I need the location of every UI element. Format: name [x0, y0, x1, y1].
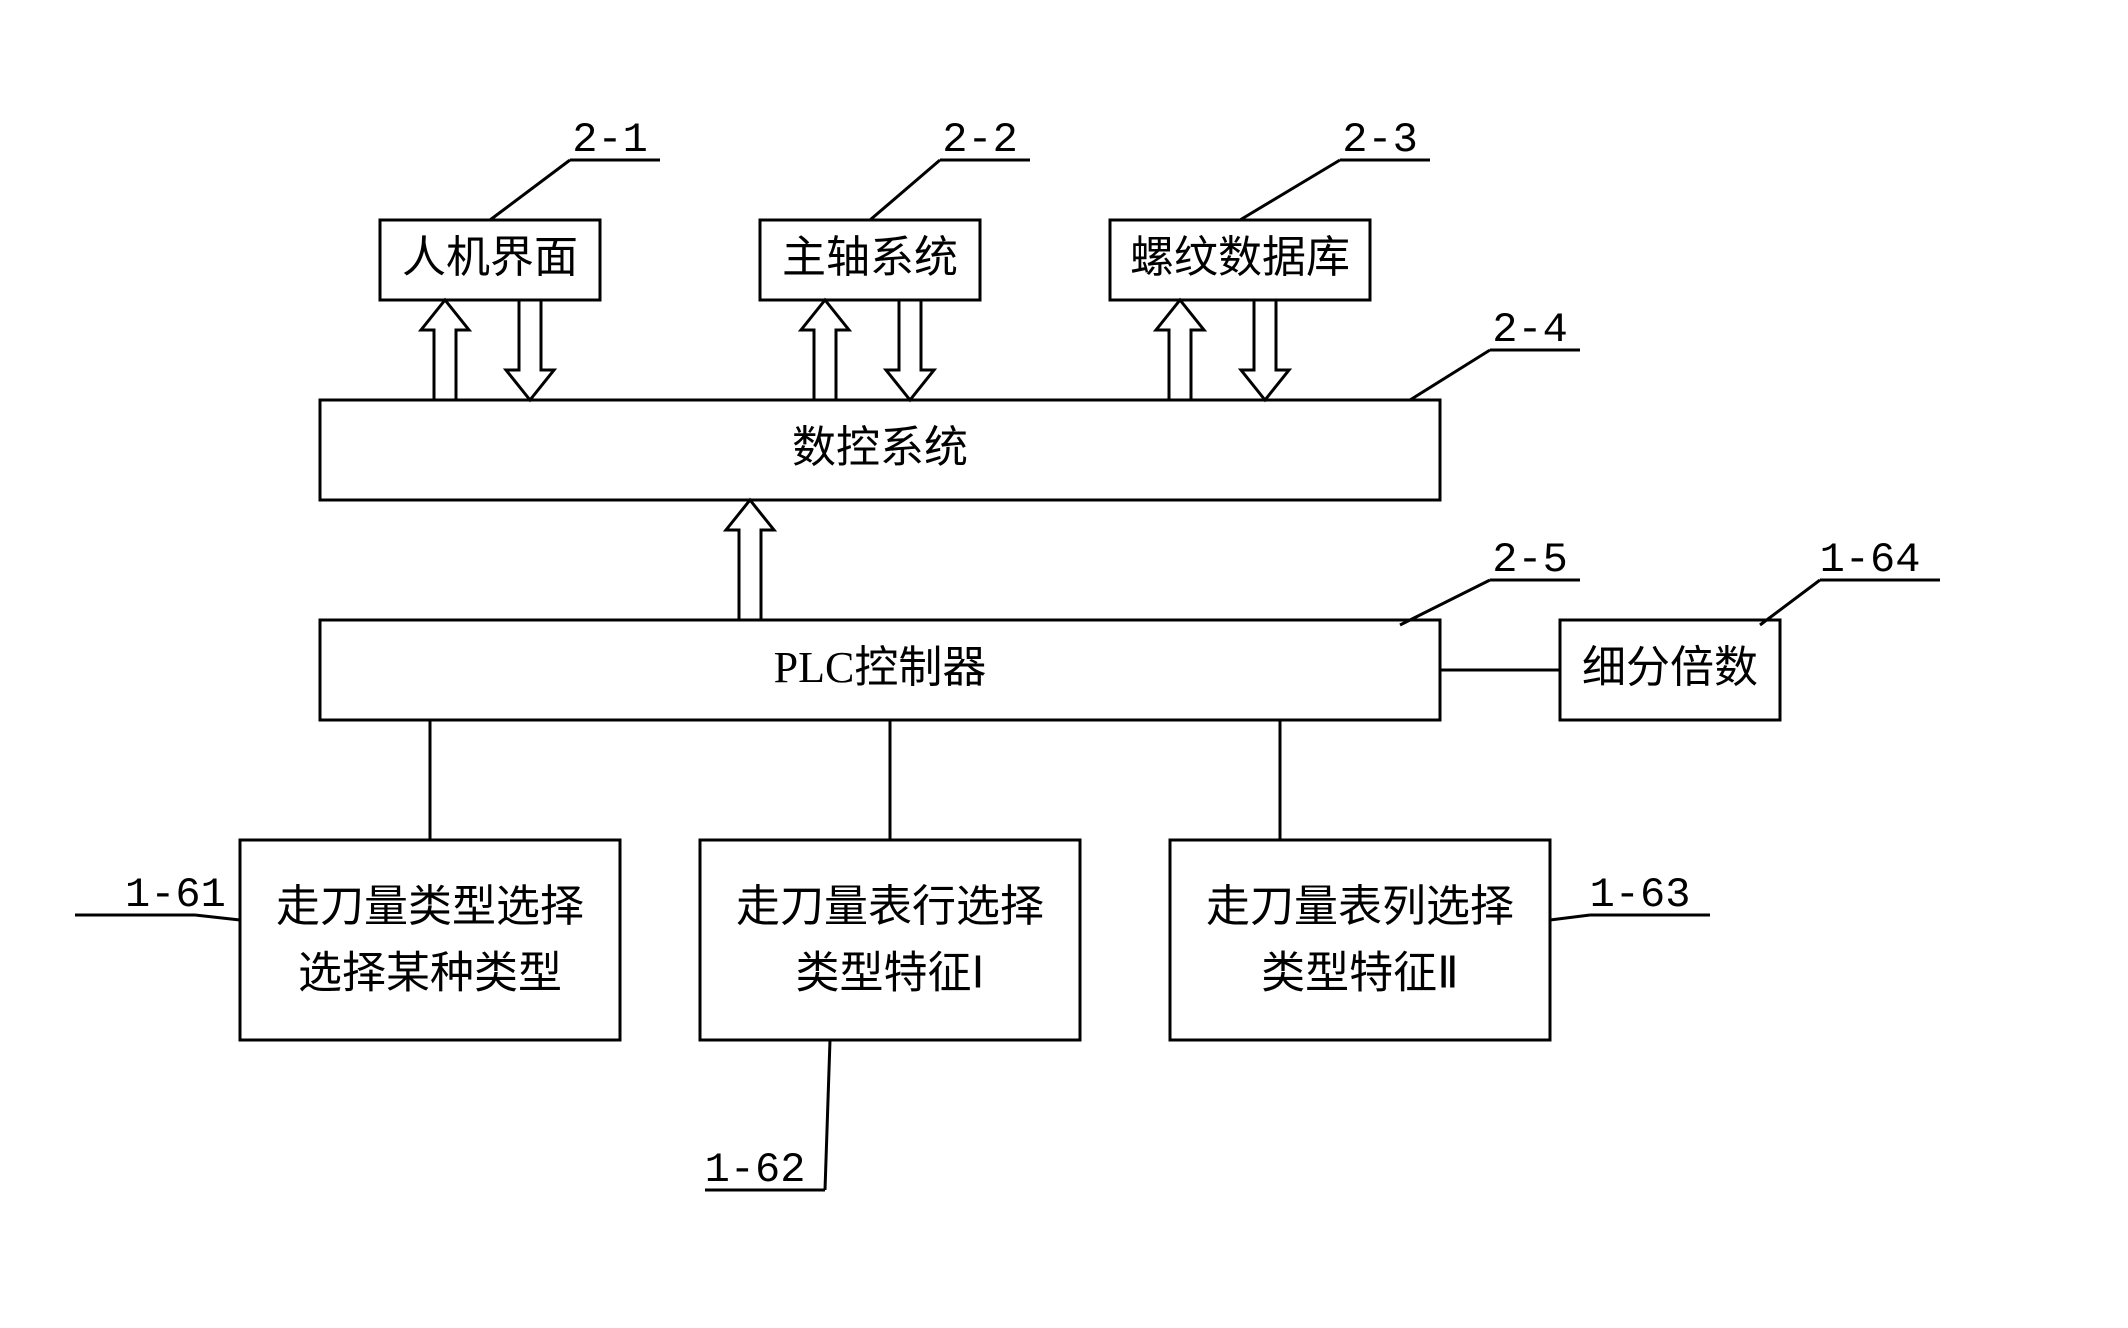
- callout-c21: 2-1: [572, 116, 648, 164]
- callout-leader: [1410, 350, 1490, 400]
- callout-c23: 2-3: [1342, 116, 1418, 164]
- callout-leader: [490, 160, 570, 220]
- feedtype-box: [240, 840, 620, 1040]
- feedtype-label-0: 走刀量类型选择: [276, 882, 584, 931]
- subdiv-label-0: 细分倍数: [1582, 643, 1758, 692]
- callout-c161: 1-61: [125, 871, 226, 919]
- callout-c163: 1-63: [1590, 871, 1691, 919]
- block-arrow: [506, 300, 554, 400]
- hmi-label-0: 人机界面: [402, 233, 578, 282]
- callout-c164: 1-64: [1820, 536, 1921, 584]
- plc-label-0: PLC控制器: [774, 643, 987, 692]
- callout-c162: 1-62: [705, 1146, 806, 1194]
- block-arrow: [421, 300, 469, 400]
- spindle-label-0: 主轴系统: [782, 233, 958, 282]
- callout-leader: [1550, 915, 1590, 920]
- callout-leader: [870, 160, 940, 220]
- callout-leader: [1760, 580, 1820, 625]
- callout-leader: [1240, 160, 1340, 220]
- feedrow-box: [700, 840, 1080, 1040]
- callout-c22: 2-2: [942, 116, 1018, 164]
- threaddb-label-0: 螺纹数据库: [1130, 233, 1350, 282]
- callout-leader: [825, 1040, 830, 1190]
- callout-c25: 2-5: [1492, 536, 1568, 584]
- feedcol-label-1: 类型特征Ⅱ: [1261, 948, 1459, 997]
- callout-leader: [1400, 580, 1490, 625]
- block-arrow: [886, 300, 934, 400]
- callout-c24: 2-4: [1492, 306, 1568, 354]
- feedrow-label-0: 走刀量表行选择: [736, 882, 1044, 931]
- feedcol-label-0: 走刀量表列选择: [1206, 882, 1514, 931]
- block-arrow: [1156, 300, 1204, 400]
- block-arrow: [1241, 300, 1289, 400]
- feedtype-label-1: 选择某种类型: [298, 948, 562, 997]
- feedrow-label-1: 类型特征Ⅰ: [796, 948, 985, 997]
- block-arrow: [801, 300, 849, 400]
- cnc-label-0: 数控系统: [792, 423, 968, 472]
- block-arrow: [726, 500, 774, 620]
- feedcol-box: [1170, 840, 1550, 1040]
